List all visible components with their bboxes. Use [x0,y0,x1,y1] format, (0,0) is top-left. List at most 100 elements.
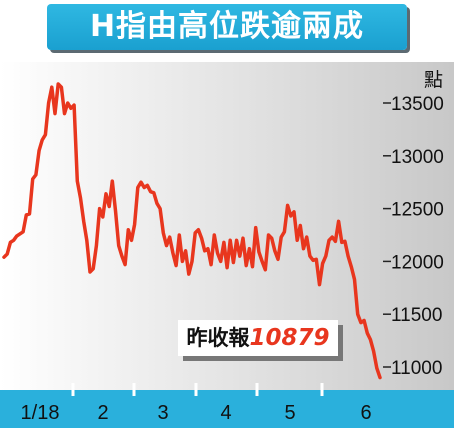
x-tick-label: 4 [220,402,231,424]
data-point [251,265,254,268]
data-point [6,252,9,256]
data-point [206,247,210,250]
data-point [346,254,350,258]
data-point [37,149,41,152]
data-point [378,376,382,379]
data-point [283,230,286,233]
data-point [88,270,92,274]
data-point [34,173,38,176]
data-point [286,204,289,207]
data-point [302,247,305,250]
data-point [267,233,270,237]
data-point [375,366,378,370]
data-point [168,235,171,239]
data-point [369,338,372,341]
data-point [85,239,89,242]
data-point [260,260,264,263]
data-point [238,254,241,258]
data-point [296,239,299,242]
data-point [174,264,178,267]
y-tick-label: 12500 [391,200,444,221]
data-point [66,101,69,105]
y-tick-label: 12000 [391,252,444,273]
y-axis-unit-label: 點 [424,69,444,91]
data-point [213,233,216,237]
data-point [146,184,149,187]
data-point [270,237,273,240]
data-point [324,254,327,258]
data-point [162,231,165,235]
data-point [60,86,63,89]
data-point [280,235,283,239]
data-point [225,266,229,269]
data-point [44,133,47,136]
data-point [190,260,194,263]
callout-label: 昨收報 [186,326,250,350]
data-point [264,268,267,271]
data-point [299,224,302,227]
data-point [187,272,190,276]
data-point [241,237,245,240]
x-tick-label: 3 [157,402,168,424]
data-point [184,249,187,252]
y-tick-label: 11500 [391,305,442,326]
data-point [143,186,146,189]
data-point [92,267,95,270]
data-point [248,247,251,250]
data-point [311,259,315,262]
data-point [232,261,235,264]
data-point [315,258,318,261]
data-point [200,237,203,240]
data-point [318,283,321,286]
data-point [362,319,366,322]
data-point [152,191,155,194]
x-tick-label: 6 [360,402,371,424]
data-point [158,207,162,210]
data-point [321,262,324,265]
data-point [101,215,105,219]
data-point [216,251,219,255]
data-point [114,209,117,212]
data-point [178,233,181,237]
data-point [130,239,133,242]
data-point [31,177,34,181]
data-point [108,205,111,208]
data-point [120,254,124,258]
data-point [197,228,200,231]
data-point [337,220,340,223]
data-point [21,230,25,233]
data-point [133,223,136,226]
data-point [149,190,152,193]
data-point [245,264,248,267]
data-point [25,213,28,217]
data-point [165,244,168,247]
data-point [104,192,108,195]
data-point [372,350,375,353]
data-point [292,210,296,213]
data-point [12,239,15,242]
data-point [18,232,22,236]
last-close-callout: 昨收報10879 [178,320,338,356]
data-point [50,86,53,89]
data-point [219,260,222,263]
data-point [334,240,337,243]
data-point [2,256,6,259]
data-point [76,179,79,183]
data-point [9,241,12,244]
data-point [53,112,57,115]
data-point [98,207,101,210]
data-point [123,263,127,266]
data-point [305,235,308,239]
data-point [57,82,60,86]
data-point [350,265,353,268]
data-point [209,263,213,266]
data-point [331,235,334,239]
x-tick-label: 5 [284,402,295,424]
data-point [254,226,257,229]
data-point [79,196,82,200]
data-point [72,103,76,107]
data-point [111,179,114,183]
chart-title: H指由高位跌逾兩成 [47,4,407,50]
